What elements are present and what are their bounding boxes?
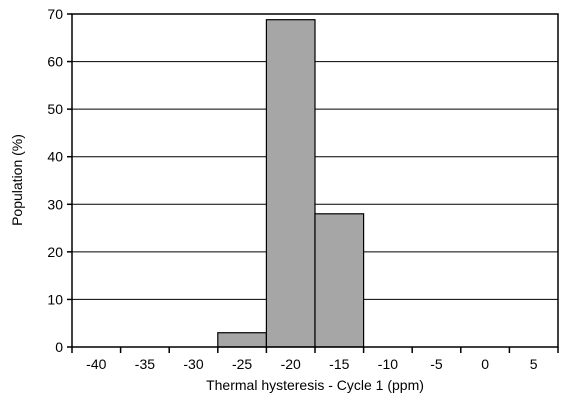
y-tick-label: 60 <box>47 54 63 70</box>
x-tick-label: -30 <box>183 356 203 372</box>
y-tick-label: 0 <box>55 339 63 355</box>
bar--25 <box>217 332 268 348</box>
x-tick-label: -10 <box>378 356 398 372</box>
bar--20 <box>265 19 316 348</box>
x-axis: -40 -35 -30 -25 -20 -15 -10 -5 0 5 <box>71 347 559 372</box>
x-tick-label: 5 <box>530 356 538 372</box>
y-tick-label: 20 <box>47 244 63 260</box>
bar--15 <box>314 213 365 348</box>
x-axis-title: Thermal hysteresis - Cycle 1 (ppm) <box>206 377 424 393</box>
y-axis-title: Population (%) <box>9 134 25 226</box>
x-tick-label: -5 <box>430 356 443 372</box>
y-tick-label: 70 <box>47 6 63 22</box>
x-tick-label: -35 <box>135 356 155 372</box>
x-tick-label: -25 <box>232 356 252 372</box>
x-tick-label: 0 <box>481 356 489 372</box>
x-tick-label: -40 <box>86 356 106 372</box>
y-tick-label: 40 <box>47 149 63 165</box>
y-tick-label: 50 <box>47 101 63 117</box>
y-axis: 0 10 20 30 40 50 60 70 <box>47 6 72 355</box>
x-tick-label: -15 <box>329 356 349 372</box>
bars <box>217 19 365 348</box>
y-tick-label: 10 <box>47 291 63 307</box>
y-tick-label: 30 <box>47 196 63 212</box>
x-tick-label: -20 <box>281 356 301 372</box>
